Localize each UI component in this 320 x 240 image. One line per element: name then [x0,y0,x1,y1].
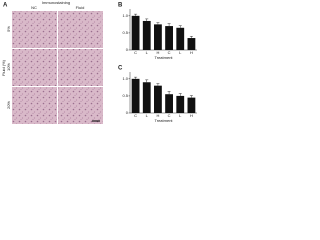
bar [142,82,151,113]
x-axis-label: Treatment [154,55,173,60]
row-label: 10% [6,63,11,71]
page: A B C Immunostaining NC Fluid Fluid (%) … [0,0,200,131]
x-tick-label: C [168,113,171,118]
panel-label: C [118,66,123,72]
panel-label: B [118,3,123,9]
x-tick-label: C [134,50,137,55]
bar [176,27,185,50]
micrograph [12,87,57,124]
x-tick-label: H [190,50,193,55]
micrograph [58,87,103,124]
x-tick-label: H [190,113,193,118]
bar [176,95,185,113]
bar [187,38,196,50]
row-label: 20% [6,101,11,109]
bar [131,78,140,113]
x-tick-label: H [156,50,159,55]
x-axis-label: Treatment [154,118,173,123]
column-label: NC [31,5,37,10]
panel-label: A [3,3,8,9]
column-label: Fluid [76,5,85,10]
row-label: 5% [6,26,11,32]
x-tick-label: L [179,50,182,55]
y-tick-label: 0.5 [122,93,128,98]
x-tick-label: C [168,50,171,55]
bar [165,26,173,50]
y-tick-label: 0 [126,47,129,52]
bar [165,94,173,113]
figure: A B C Immunostaining NC Fluid Fluid (%) … [1,0,197,124]
micrograph [58,49,103,86]
bar [142,20,151,50]
x-tick-label: L [179,113,182,118]
x-tick-label: L [146,50,149,55]
x-tick-label: C [134,113,137,118]
micrograph [12,49,57,86]
bar [187,97,196,113]
y-tick-label: 1.0 [122,76,128,81]
y-tick-label: 1.0 [122,13,128,18]
bar [154,85,162,113]
micrograph [12,11,57,48]
side-label: Fluid (%) [1,59,6,76]
x-tick-label: H [156,113,159,118]
micrographs [12,11,103,124]
y-tick-label: 0.5 [122,30,128,35]
micrograph [58,11,103,48]
bar [131,15,140,51]
x-tick-label: L [146,113,149,118]
y-tick-label: 0 [126,110,129,115]
micrograph-title: Immunostaining [42,0,70,5]
bar [154,24,162,50]
